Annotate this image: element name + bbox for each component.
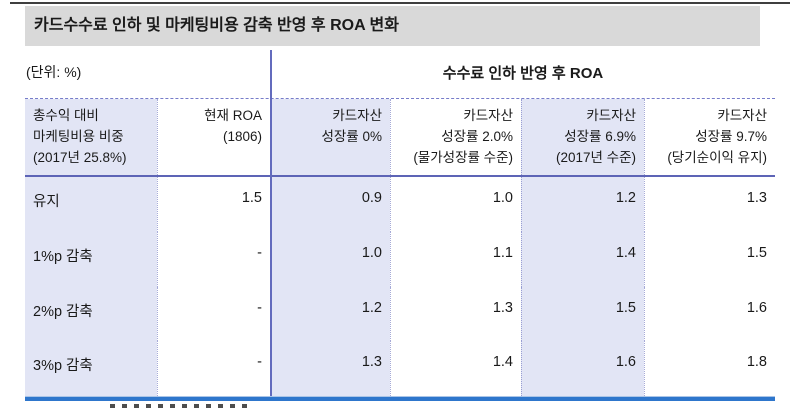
value-cell: 1.2 <box>521 177 644 232</box>
value-cell: 1.5 <box>521 286 644 342</box>
header-line: (2017년 수준) <box>555 150 636 165</box>
value-cell: - <box>157 286 270 342</box>
row-label-cell: 1%p 감축 <box>25 231 157 287</box>
table-bottom-rule-light <box>25 396 775 397</box>
header-line: 성장률 6.9% <box>564 129 636 144</box>
data-table: 총수익 대비 마케팅비용 비중 (2017년 25.8%) 현재 ROA (18… <box>25 98 775 396</box>
table-row: 유지 1.5 0.9 1.0 1.2 1.3 <box>25 177 775 232</box>
value-cell: 1.6 <box>521 341 644 396</box>
row-label-cell: 2%p 감축 <box>25 286 157 342</box>
value-cell: 1.0 <box>270 231 390 287</box>
value-cell: 1.5 <box>157 177 270 232</box>
clipped-source-text <box>110 404 250 408</box>
row-label-cell: 유지 <box>25 177 157 232</box>
header-line: (물가성장률 수준) <box>413 150 513 165</box>
top-border-line <box>10 2 790 4</box>
group-header-fee-cut-roa: 수수료 인하 반영 후 ROA <box>442 65 604 82</box>
col-header-current-roa: 현재 ROA (1806) <box>157 99 270 175</box>
col-header-growth-9-7pct: 카드자산 성장률 9.7% (당기순이익 유지) <box>644 99 775 175</box>
value-cell: - <box>157 341 270 396</box>
header-line: (당기순이익 유지) <box>667 150 767 165</box>
table-bottom-rule <box>25 397 775 401</box>
header-line: 카드자산 <box>717 108 767 123</box>
header-line: (2017년 25.8%) <box>33 150 127 165</box>
col-header-growth-2pct: 카드자산 성장률 2.0% (물가성장률 수준) <box>390 99 521 175</box>
unit-label: (단위: %) <box>26 64 82 80</box>
header-line: 카드자산 <box>586 108 636 123</box>
value-cell: - <box>157 231 270 287</box>
value-cell: 1.5 <box>644 231 775 287</box>
header-line: 현재 ROA <box>204 108 262 123</box>
value-cell: 1.2 <box>270 286 390 342</box>
header-line: 성장률 0% <box>321 129 382 144</box>
value-cell: 1.4 <box>521 231 644 287</box>
row-label-cell: 3%p 감축 <box>25 341 157 396</box>
header-line: 마케팅비용 비중 <box>33 129 124 144</box>
header-line: (1806) <box>222 129 262 144</box>
col-header-growth-0pct: 카드자산 성장률 0% <box>270 99 390 175</box>
value-cell: 1.0 <box>390 177 521 232</box>
header-line: 카드자산 <box>463 108 513 123</box>
table-header-row: 총수익 대비 마케팅비용 비중 (2017년 25.8%) 현재 ROA (18… <box>25 98 775 177</box>
value-cell: 1.6 <box>644 286 775 342</box>
value-cell: 1.3 <box>644 177 775 232</box>
header-line: 성장률 9.7% <box>695 129 767 144</box>
header-line: 성장률 2.0% <box>441 129 513 144</box>
table-row: 3%p 감축 - 1.3 1.4 1.6 1.8 <box>25 341 775 396</box>
value-cell: 1.1 <box>390 231 521 287</box>
value-cell: 0.9 <box>270 177 390 232</box>
table-row: 1%p 감축 - 1.0 1.1 1.4 1.5 <box>25 231 775 287</box>
value-cell: 1.3 <box>390 286 521 342</box>
header-line: 총수익 대비 <box>33 108 99 123</box>
vertical-divider-line <box>270 50 272 396</box>
value-cell: 1.4 <box>390 341 521 396</box>
value-cell: 1.3 <box>270 341 390 396</box>
col-header-growth-6-9pct: 카드자산 성장률 6.9% (2017년 수준) <box>521 99 644 175</box>
value-cell: 1.8 <box>644 341 775 396</box>
col-header-marketing-ratio: 총수익 대비 마케팅비용 비중 (2017년 25.8%) <box>25 99 157 175</box>
figure-title: 카드수수료 인하 및 마케팅비용 감축 반영 후 ROA 변화 <box>25 6 760 46</box>
table-row: 2%p 감축 - 1.2 1.3 1.5 1.6 <box>25 286 775 342</box>
header-line: 카드자산 <box>332 108 382 123</box>
